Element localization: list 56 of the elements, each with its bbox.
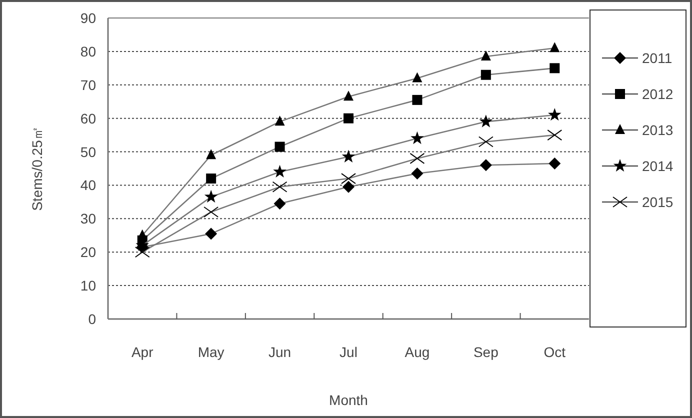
x-tick-label: May: [198, 344, 224, 360]
point: [411, 168, 424, 180]
point: [550, 42, 560, 52]
point: [342, 180, 354, 193]
legend-label: 2013: [642, 122, 674, 138]
legend-label: 2014: [642, 158, 674, 174]
point: [274, 142, 285, 152]
point: [480, 50, 491, 60]
x-tick-label: Sep: [473, 344, 499, 360]
point: [548, 108, 562, 121]
x-axis-title: Month: [329, 392, 368, 408]
legend-label: 2015: [642, 194, 674, 210]
point: [134, 246, 150, 258]
y-tick-label: 50: [80, 144, 96, 160]
y-tick-label: 30: [80, 210, 96, 227]
point: [478, 136, 494, 148]
y-tick-label: 80: [80, 43, 96, 60]
point: [204, 206, 219, 218]
point: [412, 94, 422, 105]
x-tick-label: Aug: [404, 344, 430, 360]
y-tick-label: 10: [80, 278, 96, 294]
point: [344, 90, 354, 101]
x-tick-label: Oct: [544, 344, 566, 360]
y-tick-label: 60: [80, 110, 96, 126]
x-tick-label: Jul: [340, 344, 358, 360]
point: [204, 190, 218, 203]
x-tick-label: Jun: [268, 344, 292, 360]
y-axis-title: Stems/0.25㎡: [29, 126, 45, 211]
point: [412, 72, 422, 82]
point: [273, 164, 286, 178]
point: [344, 113, 354, 124]
y-tick-label: 40: [80, 177, 96, 194]
point: [548, 157, 561, 170]
x-tick-label: Apr: [131, 344, 154, 360]
point: [206, 174, 216, 184]
legend-label: 2012: [642, 86, 674, 102]
point: [272, 181, 288, 192]
y-tick-label: 90: [80, 10, 96, 26]
point: [137, 229, 148, 240]
point: [550, 63, 560, 74]
point: [410, 131, 424, 144]
point: [342, 150, 356, 162]
point: [206, 149, 216, 160]
point: [410, 152, 425, 164]
point: [479, 114, 493, 128]
point: [480, 70, 491, 80]
point: [547, 130, 562, 141]
y-tick-label: 20: [80, 244, 96, 260]
y-tick-label: 70: [80, 76, 96, 93]
point: [480, 159, 492, 172]
point: [274, 198, 286, 210]
point: [341, 173, 356, 184]
y-tick-label: 0: [88, 311, 96, 327]
legend-label: 2011: [642, 50, 672, 66]
point: [205, 228, 218, 240]
point: [274, 116, 285, 126]
